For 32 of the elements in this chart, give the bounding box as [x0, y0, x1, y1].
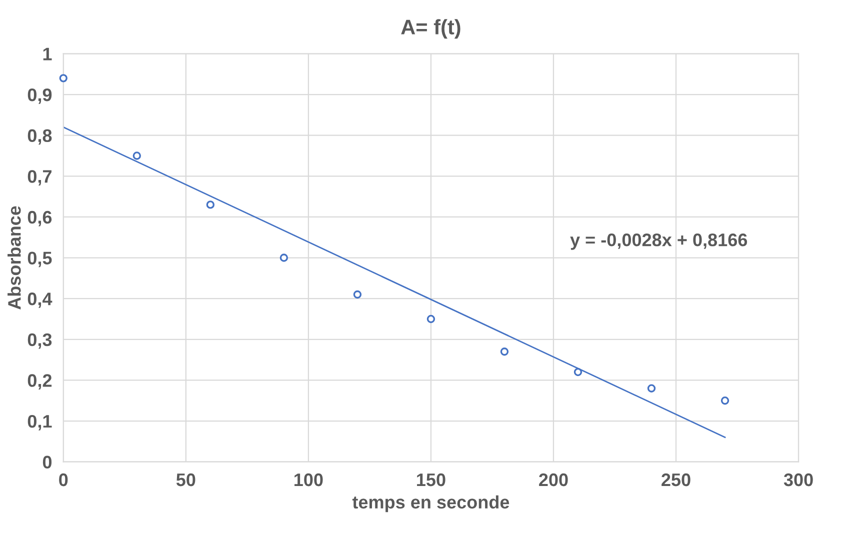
point [206, 200, 214, 209]
y-tick-label: 1 [43, 48, 52, 60]
annotation: y = -0,0028x + 0,8166 [570, 233, 748, 250]
y-axis-title: Absorbance [8, 206, 21, 310]
point [647, 384, 656, 392]
y-tick-label: 0,4 [28, 292, 52, 308]
y-tick-label: 0,1 [28, 414, 52, 430]
y-tick-label: 0,3 [28, 333, 52, 349]
x-axis-title: temps en seconde [352, 495, 510, 512]
x-tick-label: 200 [539, 473, 568, 486]
point [720, 396, 730, 405]
y-tick-label: 0,7 [28, 170, 52, 186]
x-tick-label: 300 [784, 473, 813, 486]
point [574, 368, 582, 376]
point [426, 314, 436, 324]
x-tick-label: 150 [417, 473, 446, 486]
y-tick-label: 0,9 [28, 88, 52, 104]
point [353, 290, 362, 299]
y-tick-label: 0,6 [28, 210, 52, 226]
y-tick-label: 0,5 [28, 252, 52, 268]
x-tick-label: 250 [662, 473, 690, 486]
y-tick-label: 0,2 [28, 374, 52, 390]
y-tick-label: 0,8 [28, 129, 52, 145]
x-tick-label: 50 [176, 473, 196, 486]
point [132, 152, 141, 160]
chart-title: A= f(t) [401, 19, 460, 39]
x-tick-label: 100 [294, 473, 323, 486]
point [500, 348, 509, 356]
point [59, 74, 68, 82]
point [280, 254, 288, 262]
y-tick-label: 0 [42, 456, 52, 469]
x-tick-label: 0 [59, 473, 68, 486]
